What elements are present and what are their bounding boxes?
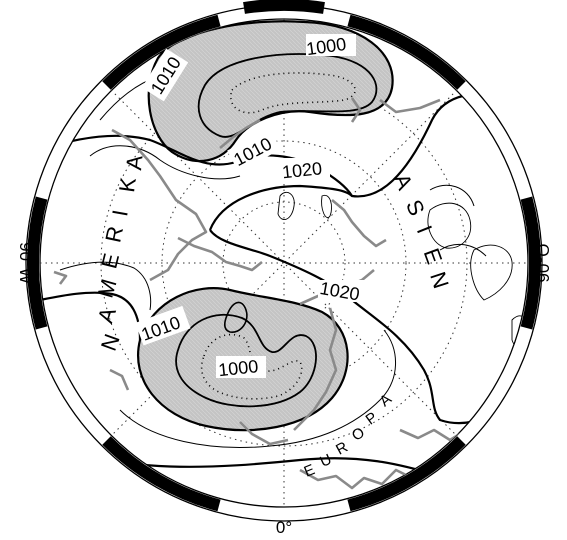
- isobar-label-1020-north: 1020: [281, 158, 323, 182]
- na-letter-6: I: [107, 208, 133, 218]
- frame-ticks: [27, 14, 541, 512]
- edge-label-top: 180°: [266, 0, 301, 10]
- frame-segment: [347, 436, 466, 512]
- na-letter-5: R: [100, 224, 128, 245]
- isobar-label-1000-south: 1000: [217, 356, 259, 380]
- na-letter-4: E: [96, 251, 124, 271]
- edge-label-left: 90°W: [16, 242, 35, 284]
- asia-letter-5: N: [425, 269, 454, 292]
- frame-segment: [520, 196, 541, 330]
- edge-label-right: 90°O: [534, 244, 553, 283]
- frame-segment: [102, 14, 221, 90]
- frame-segment: [27, 196, 48, 330]
- isobars-thin: [59, 75, 487, 448]
- frame-tick: [243, 0, 325, 14]
- isobars-inner: [175, 53, 378, 408]
- coastlines: [53, 97, 467, 490]
- frame-segment: [102, 436, 221, 512]
- frame-segment: [347, 14, 466, 90]
- edge-label-bottom: 0°: [276, 518, 292, 537]
- na-letter-7: K: [114, 175, 141, 193]
- na-letter-8: A: [121, 154, 147, 172]
